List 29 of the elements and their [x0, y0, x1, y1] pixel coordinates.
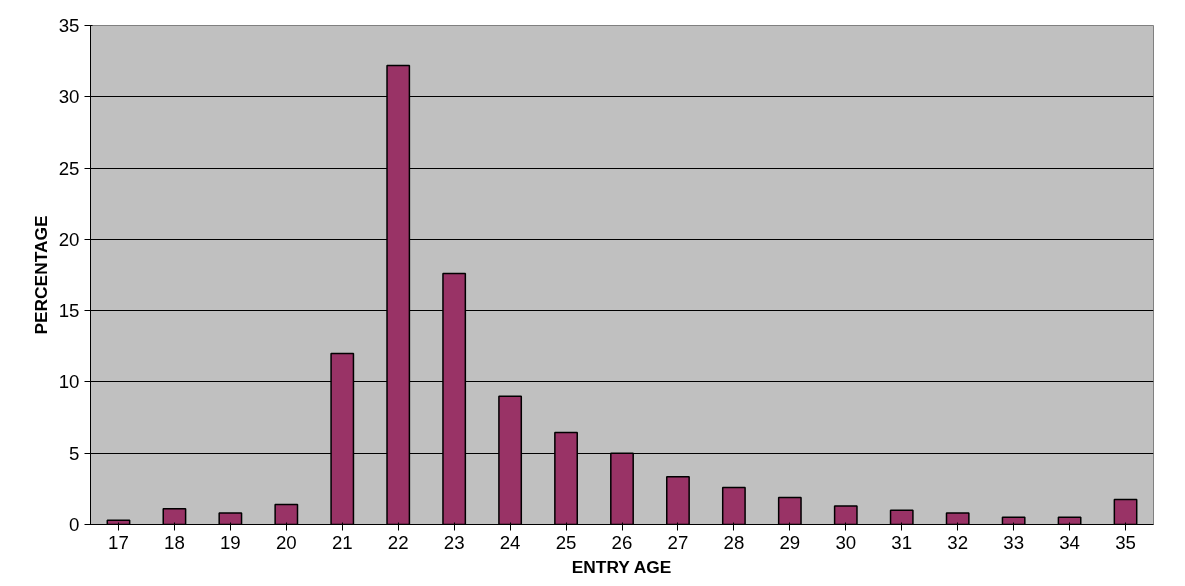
x-tick-label: 32	[947, 531, 969, 553]
y-tick-label: 5	[69, 442, 80, 464]
x-tick-label: 20	[275, 531, 297, 553]
x-tick-label: 17	[108, 531, 129, 553]
x-tick-label: 31	[891, 531, 913, 553]
y-axis-title: PERCENTAGE	[30, 215, 51, 335]
x-tick-label: 34	[1059, 531, 1080, 553]
y-tick-label: 15	[58, 300, 80, 322]
y-tick-label: 0	[69, 514, 80, 535]
x-tick-label: 30	[835, 531, 857, 553]
x-tick-label: 21	[331, 531, 353, 553]
x-tick-label: 22	[387, 531, 409, 553]
x-tick-label: 33	[1003, 531, 1025, 553]
y-tick-label: 25	[58, 157, 80, 179]
y-tick-label: 30	[58, 86, 80, 108]
x-axis-title: ENTRY AGE	[571, 556, 672, 577]
x-tick-label: 27	[667, 531, 689, 553]
y-tick-label: 20	[58, 228, 80, 250]
x-tick-label: 23	[443, 531, 465, 553]
x-tick-label: 24	[499, 531, 521, 553]
x-tick-label: 19	[219, 531, 241, 553]
x-tick-label: 28	[723, 531, 745, 553]
x-tick-label: 29	[779, 531, 801, 553]
x-tick-label: 18	[164, 531, 185, 553]
y-tick-label: 35	[58, 15, 80, 36]
x-tick-label: 35	[1115, 531, 1136, 553]
x-tick-label: 26	[611, 531, 633, 553]
x-tick-label: 25	[555, 531, 577, 553]
y-tick-label: 10	[58, 371, 80, 393]
